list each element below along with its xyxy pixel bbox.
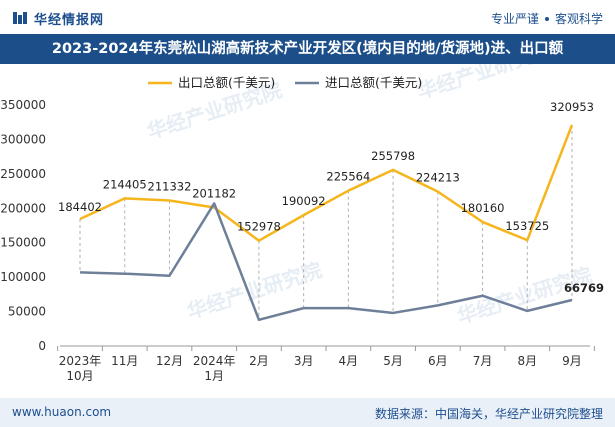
x-tick-label: 6月 <box>428 354 448 368</box>
legend-label: 进口总额(千美元) <box>325 75 422 90</box>
x-tick-label: 12月 <box>156 354 183 368</box>
x-tick-label: 2月 <box>249 354 269 368</box>
x-tick-label: 3月 <box>294 354 314 368</box>
series-line-import <box>79 202 573 322</box>
title-bar: 2023-2024年东莞松山湖高新技术产业开发区(境内目的地/货源地)进、出口额 <box>0 34 615 64</box>
data-label-export: 214405 <box>103 177 147 191</box>
x-tick-label: 7月 <box>473 354 493 368</box>
tag-separator-dot <box>544 16 549 21</box>
x-tick-label: 4月 <box>339 354 359 368</box>
header-tag-1: 专业严谨 <box>490 12 539 26</box>
x-tick-label: 9月 <box>562 354 582 368</box>
chart-plot: 华经产业研究院华经产业研究院华经产业研究院华经产业研究院050000100000… <box>0 64 604 383</box>
y-tick-label: 50000 <box>8 305 46 319</box>
brand-logo-icon <box>13 12 27 24</box>
data-label-export: 255798 <box>371 149 415 163</box>
data-label-export: 224213 <box>416 171 460 185</box>
watermark: 华经产业研究院 <box>184 258 325 324</box>
data-label-export: 153725 <box>505 219 549 233</box>
x-tick-label: 2023年 10月 <box>59 354 102 383</box>
data-label-export: 152978 <box>237 220 281 234</box>
header-tags: 专业严谨 客观科学 <box>491 10 603 27</box>
y-tick-label: 150000 <box>0 236 46 250</box>
top-bar: 华经情报网 专业严谨 客观科学 <box>0 0 615 34</box>
y-tick-label: 0 <box>38 339 46 353</box>
data-label-export: 201182 <box>192 186 236 200</box>
brand-name: 华经情报网 <box>34 12 105 28</box>
data-label-export: 211332 <box>148 179 192 193</box>
chart-title: 2023-2024年东莞松山湖高新技术产业开发区(境内目的地/货源地)进、出口额 <box>51 41 564 57</box>
y-tick-label: 200000 <box>0 201 46 215</box>
data-source: 数据来源：中国海关，华经产业研究院整理 <box>374 407 603 421</box>
x-tick-label: 5月 <box>383 354 403 368</box>
watermark: 华经产业研究院 <box>414 64 555 104</box>
y-tick-label: 300000 <box>0 132 46 146</box>
y-tick-label: 250000 <box>0 167 46 181</box>
series-line-export <box>79 124 574 242</box>
x-tick-label: 2024年 1月 <box>193 354 236 383</box>
site-url[interactable]: www.huaon.com <box>12 405 112 419</box>
x-tick-label: 11月 <box>111 354 138 368</box>
legend-label: 出口总额(千美元) <box>178 75 275 90</box>
watermark: 华经产业研究院 <box>454 263 595 329</box>
data-label-import: 66769 <box>564 281 604 295</box>
y-tick-label: 350000 <box>0 98 46 112</box>
data-label-export: 184402 <box>58 200 102 214</box>
data-label-export: 320953 <box>550 100 594 114</box>
brand: 华经情报网 <box>12 8 104 28</box>
x-tick-label: 8月 <box>517 354 537 368</box>
data-label-export: 225564 <box>326 170 370 184</box>
header-tag-2: 客观科学 <box>554 12 603 26</box>
bottom-bar: www.huaon.com 数据来源：中国海关，华经产业研究院整理 <box>0 398 615 427</box>
y-tick-label: 100000 <box>0 270 46 284</box>
data-label-export: 190092 <box>282 194 326 208</box>
data-label-export: 180160 <box>461 201 505 215</box>
